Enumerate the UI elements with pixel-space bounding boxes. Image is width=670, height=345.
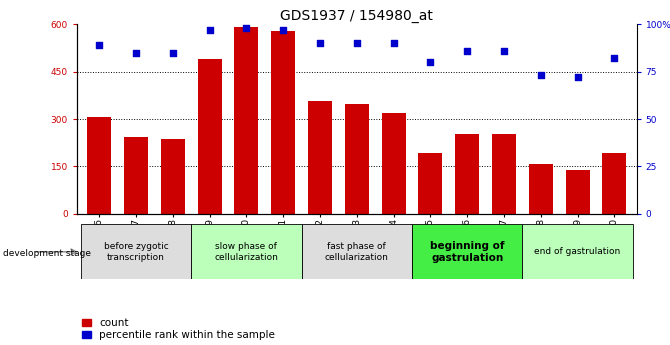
Bar [198,59,222,214]
Bar [419,153,442,214]
Point [535,72,546,78]
Point [609,56,620,61]
Point [388,40,399,46]
Point [315,40,326,46]
Bar [80,224,191,279]
Text: development stage: development stage [3,249,91,258]
Bar [382,113,405,214]
Text: before zygotic
transcription: before zygotic transcription [104,242,168,262]
Point [352,40,362,46]
Point [498,48,509,53]
Bar [302,224,412,279]
Bar [161,139,185,214]
Text: slow phase of
cellularization: slow phase of cellularization [214,242,278,262]
Legend: count, percentile rank within the sample: count, percentile rank within the sample [82,318,275,340]
Bar [234,27,259,214]
Text: end of gastrulation: end of gastrulation [535,247,620,256]
Bar [308,101,332,214]
Point [131,50,141,55]
Bar [492,134,516,214]
Bar [602,153,626,214]
Bar [565,170,590,214]
Point [572,75,583,80]
Bar [455,134,479,214]
Bar [271,31,295,214]
Point [462,48,472,53]
Point [241,25,252,31]
Point [204,27,215,32]
Point [425,59,436,65]
Bar [529,164,553,214]
Bar [124,137,148,214]
Title: GDS1937 / 154980_at: GDS1937 / 154980_at [280,9,433,23]
Bar [412,224,523,279]
Point [278,27,289,32]
Text: beginning of
gastrulation: beginning of gastrulation [430,241,505,263]
Text: fast phase of
cellularization: fast phase of cellularization [325,242,389,262]
Point [94,42,105,48]
Bar [345,104,369,214]
Bar [191,224,302,279]
Bar [523,224,633,279]
Point [168,50,178,55]
Bar [87,117,111,214]
